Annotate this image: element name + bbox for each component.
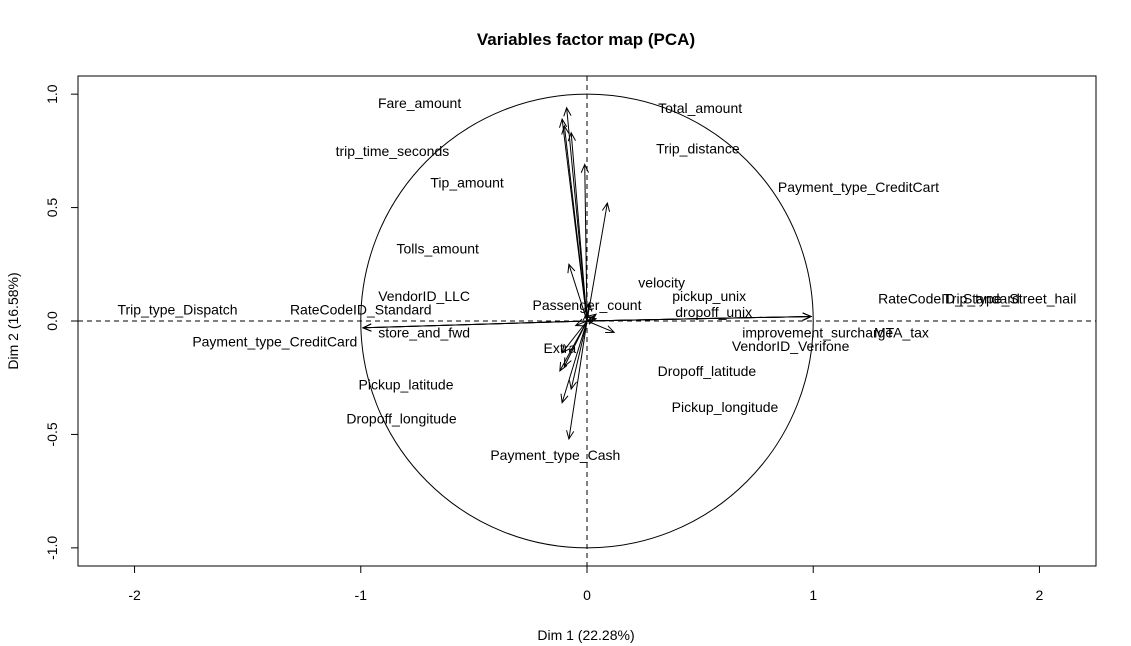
variable-label: Payment_type_Cash [490,447,620,463]
variable-arrow [559,117,588,322]
variable-arrow [568,320,588,391]
variable-label: Trip_type_Street_hail [944,290,1077,306]
variable-label: Trip_distance [656,141,740,157]
variable-label: pickup_unix [672,288,746,304]
correlation-circle [360,93,814,549]
variable-label: VendorID_LLC [378,288,470,304]
y-axis-title: Dim 2 (16.58%) [5,272,21,369]
variable-label: Pickup_longitude [672,399,779,415]
variable-label: Dropoff_longitude [346,411,456,427]
chart-title: Variables factor map (PCA) [477,30,695,49]
variable-arrow [567,263,588,322]
variable-label: improvement_surcharge [742,324,893,340]
variable-arrow [559,320,588,372]
variable-label: Total_amount [658,100,742,116]
variable-label: Payment_type_CreditCard [192,333,357,349]
y-tick-label: 0.5 [44,198,60,218]
variable-label: velocity [638,274,685,290]
variable-label: RateCodeID_Standard [290,302,432,318]
variable-arrow [580,163,589,322]
variable-label: Dropoff_latitude [658,363,757,379]
variable-label: Payment_type_CreditCart [778,179,939,195]
y-tick-label: -0.5 [44,422,60,446]
variable-labels: Fare_amount Total_amount trip_time_seconds… [117,95,1076,463]
variable-arrow [361,320,588,332]
variable-label: dropoff_unix [675,304,752,320]
y-tick-label: -1.0 [44,536,60,560]
y-axis: -1.0 -0.5 0.0 0.5 1.0 [44,84,78,560]
x-tick-label: 2 [1036,587,1044,603]
variable-label: Tolls_amount [396,240,479,256]
variable-label: Trip_type_Dispatch [117,302,237,318]
variable-label: VendorID_Verifone [732,338,850,354]
y-tick-label: 1.0 [44,84,60,104]
x-axis-title: Dim 1 (22.28%) [537,627,634,643]
x-tick-label: 0 [583,587,591,603]
x-tick-label: -2 [128,587,141,603]
x-tick-label: 1 [809,587,817,603]
variable-arrow [560,320,588,404]
variable-label: Extra [544,340,577,356]
variable-arrow [586,201,611,322]
variable-label: MTA_tax [874,324,929,340]
y-tick-label: 0.0 [44,311,60,331]
variable-arrow [586,320,616,334]
variable-arrow [586,312,813,322]
variable-label: trip_time_seconds [336,143,450,159]
variable-label: Passenger_count [533,297,642,313]
x-axis: -2 -1 0 1 2 [128,565,1044,603]
variable-arrow [567,131,588,322]
variable-arrows [361,106,813,441]
variable-label: RateCodeID_Standard [878,290,1020,306]
variable-arrow [566,320,588,441]
variable-arrow [561,124,588,322]
x-tick-label: -1 [355,587,368,603]
variable-label: Fare_amount [378,95,461,111]
plot-area: Fare_amount Total_amount trip_time_seconds… [78,76,1096,566]
variable-arrow [561,320,588,354]
variable-label: Pickup_latitude [359,377,454,393]
variable-label: store_and_fwd [378,324,470,340]
variable-arrow [574,318,588,327]
variable-label: Tip_amount [430,175,504,191]
